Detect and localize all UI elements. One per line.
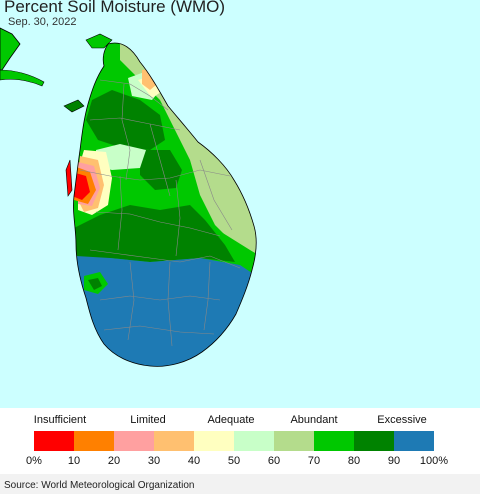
legend-tick-label: 60 [267,455,281,467]
legend-tick-label: 90 [387,455,401,467]
india-tip [0,69,45,87]
legend-tick-label: 30 [147,455,161,467]
legend-swatch-80-90 [354,431,394,451]
legend-swatch-0-10 [34,431,74,451]
legend-tick-label: 70 [307,455,321,467]
legend-color-bar [34,431,434,451]
zone-80-90-northwest [86,90,165,150]
legend-swatch-30-40 [154,431,194,451]
legend-tick-label: 20 [107,455,121,467]
source-bar [0,474,480,494]
map-date: Sep. 30, 2022 [8,16,77,28]
zone-80-90-central [73,205,235,262]
legend-category-adequate: Adequate [207,414,255,426]
legend-swatch-90-100 [394,431,434,451]
kalpitiya-peninsula [65,159,73,197]
zone-60-70-east [120,42,257,260]
map-area: Percent Soil Moisture (WMO) Sep. 30, 202… [0,0,480,408]
legend-category-excessive: Excessive [377,414,427,426]
legend-swatch-50-60 [234,431,274,451]
legend-category-limited: Limited [130,414,166,426]
legend-tick-label: 80 [347,455,361,467]
india-coast [0,27,21,71]
source-text: Source: World Meteorological Organizatio… [4,480,195,491]
legend-swatch-60-70 [274,431,314,451]
legend-tick-label: 0% [26,455,42,467]
sri-lanka-coastline [73,42,257,367]
map-title: Percent Soil Moisture (WMO) [4,0,226,16]
legend-category-abundant: Abundant [290,414,338,426]
legend-category-insufficient: Insufficient [33,414,87,426]
soil-moisture-map [0,27,257,367]
district-boundaries [79,79,241,347]
legend-swatch-70-80 [314,431,354,451]
legend-tick-label: 10 [67,455,81,467]
legend-swatch-20-30 [114,431,154,451]
legend-tick-label: 50 [227,455,241,467]
mannar-island [63,99,85,113]
legend-swatch-40-50 [194,431,234,451]
zone-80-90-southwest [88,278,102,290]
legend-tick-label: 40 [187,455,201,467]
zone-80-90-northcentral [140,150,182,190]
legend-swatch-10-20 [74,431,114,451]
legend-tick-label: 100% [419,455,449,467]
